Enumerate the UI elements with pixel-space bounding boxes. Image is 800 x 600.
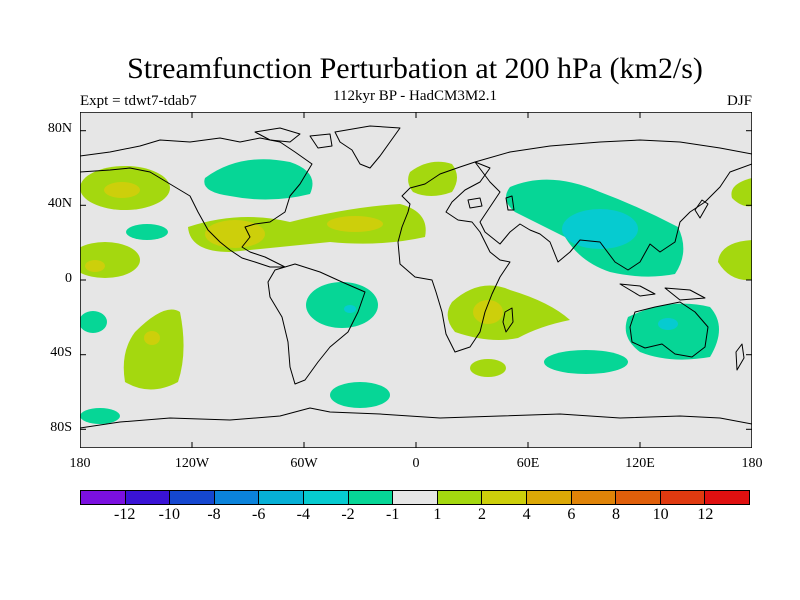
anomaly-region: [80, 311, 107, 333]
colorbar-swatch: [705, 491, 749, 504]
anomaly-region: [80, 408, 120, 424]
lon-label: 180: [741, 456, 763, 471]
anomaly-region: [123, 309, 184, 390]
anomaly-region: [126, 224, 168, 240]
colorbar-label: -10: [158, 506, 180, 523]
map-background: [80, 112, 752, 448]
anomaly-region: [306, 282, 378, 328]
lat-label: 80N: [47, 121, 72, 136]
colorbar-label: -6: [251, 506, 266, 523]
colorbar-swatch: [125, 491, 171, 504]
colorbar-label: -12: [113, 506, 136, 523]
colorbar-label: 4: [522, 506, 531, 523]
anomaly-region: [327, 216, 383, 232]
lat-label: 40S: [50, 345, 72, 360]
colorbar-swatch: [303, 491, 349, 504]
colorbar-label: 10: [652, 506, 669, 523]
anomaly-region: [447, 285, 570, 340]
colorbar-swatch: [616, 491, 661, 504]
colorbar-swatch: [81, 491, 126, 504]
colorbar-label: 6: [567, 506, 576, 523]
colorbar-swatch: [214, 491, 260, 504]
anomaly-region: [144, 331, 160, 345]
colorbar-label: 8: [612, 506, 620, 523]
colorbar-label: -2: [341, 506, 355, 523]
lon-label: 180: [69, 456, 91, 471]
coastlines: [80, 125, 752, 429]
anomaly-region: [205, 220, 265, 248]
lon-label: 60W: [290, 456, 318, 471]
colorbar-label: -1: [385, 506, 400, 523]
colorbar-swatch: [259, 491, 304, 504]
anomaly-region: [104, 182, 140, 198]
experiment-label: Expt = tdwt7-tdab7: [80, 93, 197, 109]
colorbar-swatch: [348, 491, 394, 504]
lon-label: 120W: [174, 456, 210, 471]
anomaly-region: [344, 305, 356, 313]
colorbar-label: -8: [207, 506, 221, 523]
season-label: DJF: [726, 93, 752, 109]
anomaly-region: [473, 300, 503, 324]
colorbar-swatch: [526, 491, 572, 504]
lon-label: 120E: [625, 456, 655, 471]
map-ticks: [80, 112, 752, 448]
anomaly-region: [731, 178, 752, 207]
colorbar-swatch: [393, 491, 438, 504]
map-title: Streamfunction Perturbation at 200 hPa (…: [127, 52, 703, 85]
colorbar-swatch: [482, 491, 527, 504]
world-map: [80, 112, 752, 448]
anomaly-region: [85, 260, 105, 272]
anomaly-region: [658, 318, 678, 330]
colorbar-swatch: [170, 491, 215, 504]
colorbar-swatch: [660, 491, 706, 504]
lat-label: 0: [65, 271, 72, 286]
lon-label: 60E: [516, 456, 540, 471]
colorbar-label: 2: [478, 506, 486, 523]
anomaly-region: [330, 382, 390, 408]
colorbar-label: 12: [697, 506, 714, 523]
colorbar-label: 1: [433, 506, 442, 523]
lon-label: 0: [412, 456, 420, 471]
anomaly-region: [562, 209, 638, 249]
anomaly-region: [204, 159, 313, 200]
anomaly-region: [470, 359, 506, 377]
anomaly-region: [544, 350, 628, 374]
map-subtitle: 112kyr BP - HadCM3M2.1: [333, 88, 497, 104]
anomaly-region: [625, 303, 719, 360]
lat-label: 40N: [47, 196, 72, 211]
lat-label: 80S: [50, 420, 72, 435]
colorbar: [80, 490, 750, 505]
colorbar-swatch: [571, 491, 617, 504]
colorbar-swatch: [437, 491, 483, 504]
colorbar-label: -4: [296, 506, 310, 523]
anomaly-region: [718, 240, 752, 281]
